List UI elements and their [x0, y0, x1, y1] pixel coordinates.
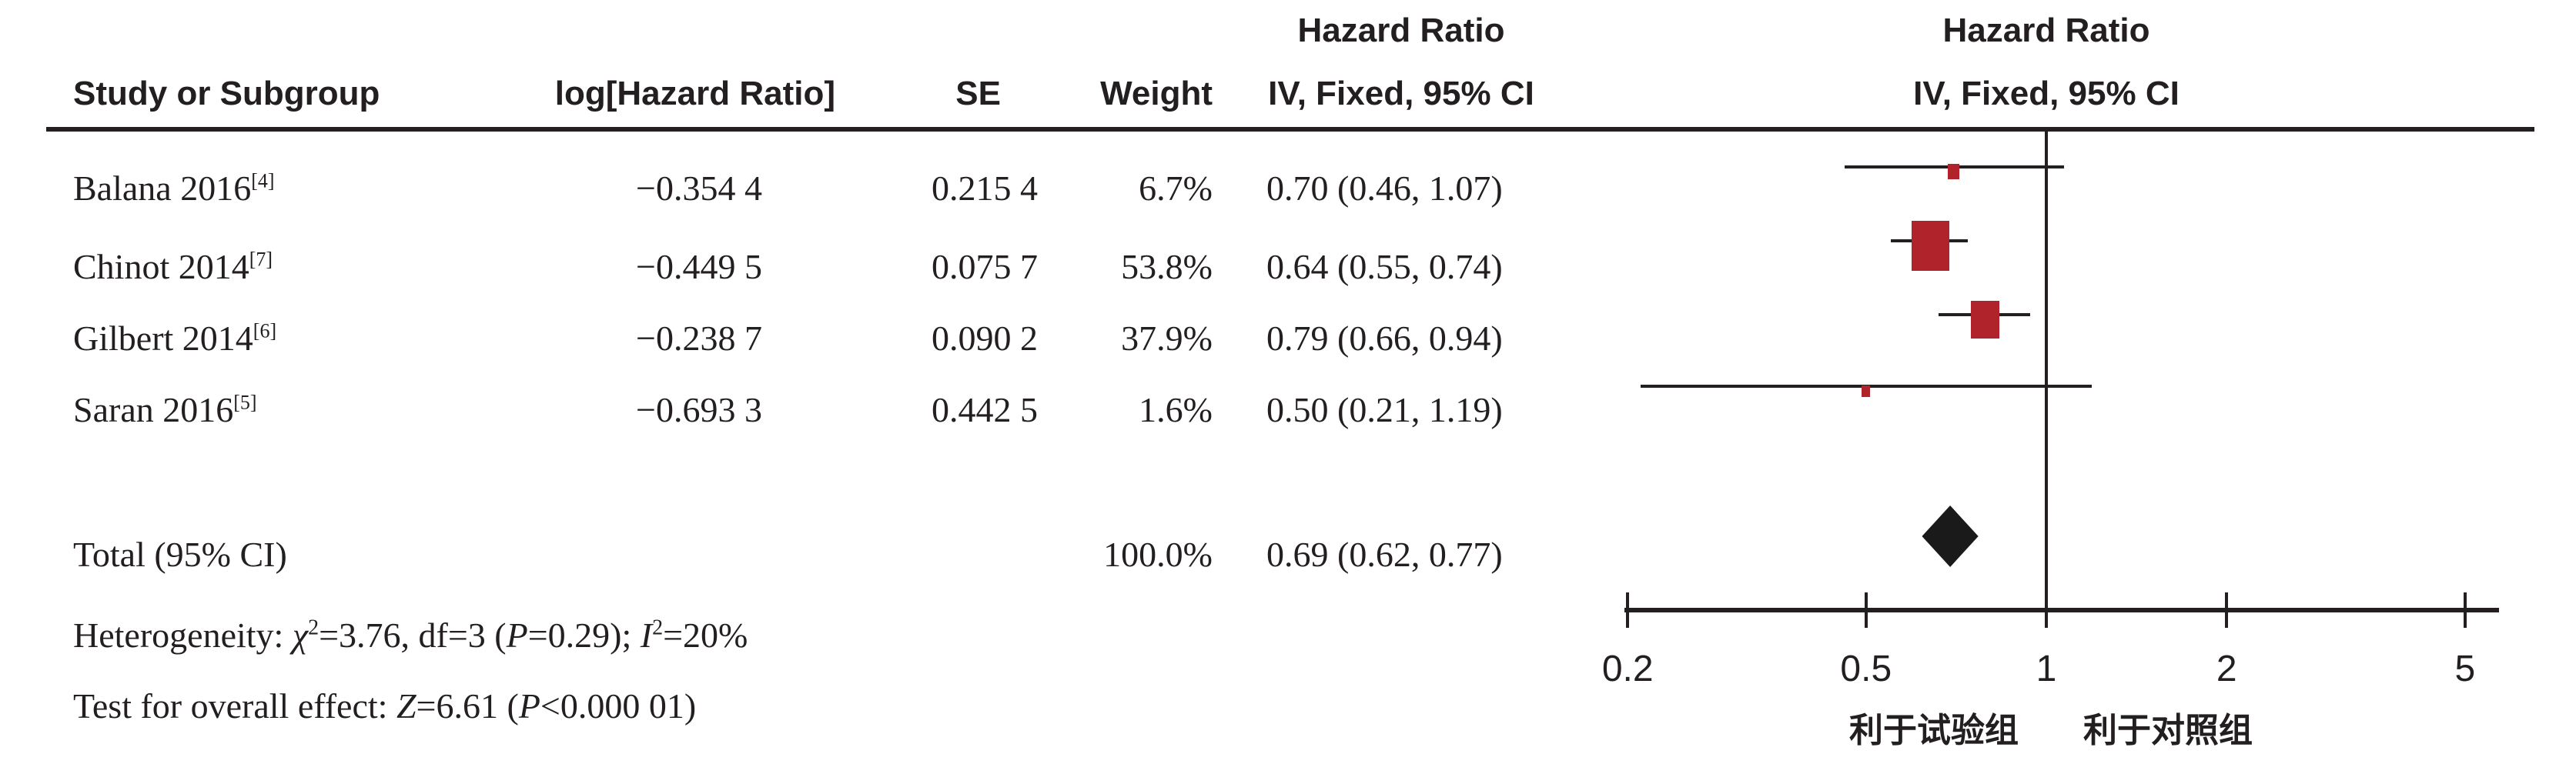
axis-tick	[2463, 592, 2467, 628]
study-ref: [6]	[253, 319, 277, 342]
effect-marker	[1911, 220, 1949, 271]
overall-effect-label: Test for overall effect:	[73, 686, 396, 726]
i-squared-value: =20%	[663, 616, 748, 655]
axis-tick-label: 0.2	[1601, 649, 1654, 689]
total-hr-ci: 0.69 (0.62, 0.77)	[1266, 535, 1503, 574]
axis-tick	[1626, 592, 1630, 628]
study-label: Balana 2016[4]	[73, 165, 275, 212]
log-hr-value: −0.449 5	[636, 247, 762, 286]
i-symbol: I	[640, 616, 653, 655]
log-hr-value: −0.693 3	[636, 390, 762, 429]
plot-header-hr-title: Hazard Ratio	[1942, 12, 2150, 49]
study-label: Chinot 2014[7]	[73, 244, 273, 290]
column-header-weight: Weight	[1100, 75, 1213, 112]
hr-ci-value: 0.64 (0.55, 0.74)	[1266, 247, 1503, 286]
plot-header-hr-method: IV, Fixed, 95% CI	[1913, 75, 2180, 112]
axis-tick-label: 1	[2036, 649, 2057, 689]
null-effect-line	[2045, 132, 2048, 610]
effect-marker	[1862, 385, 1871, 397]
weight-value: 6.7%	[1139, 168, 1213, 208]
study-label: Gilbert 2014[6]	[73, 315, 276, 362]
overall-effect-stats: Test for overall effect: Z=6.61 (P<0.000…	[73, 683, 696, 729]
axis-tick	[2225, 592, 2229, 628]
effect-marker	[1947, 164, 1959, 179]
x-axis-line	[1624, 608, 2499, 612]
study-label: Saran 2016[5]	[73, 387, 257, 433]
axis-tick	[2045, 592, 2048, 628]
heterogeneity-stats: Heterogeneity: χ2=3.76, df=3 (P=0.29); I…	[73, 612, 748, 659]
heterogeneity-p-value: =0.29);	[527, 616, 641, 655]
axis-tick-label: 2	[2216, 649, 2237, 689]
p-symbol: P	[506, 616, 528, 655]
total-label: Total (95% CI)	[73, 535, 287, 574]
hr-ci-value: 0.79 (0.66, 0.94)	[1266, 319, 1503, 358]
column-header-hr-title: Hazard Ratio	[1297, 12, 1505, 49]
heterogeneity-label: Heterogeneity:	[73, 616, 293, 655]
total-weight: 100.0%	[1103, 535, 1213, 574]
weight-value: 1.6%	[1139, 390, 1213, 429]
axis-tick	[1864, 592, 1868, 628]
z-value: =6.61 (	[416, 686, 519, 726]
header-rule	[46, 127, 2534, 132]
column-header-study: Study or Subgroup	[73, 75, 380, 112]
heterogeneity-chi-value: =3.76, df=3 (	[319, 616, 507, 655]
column-header-log-hr: log[Hazard Ratio]	[554, 75, 835, 112]
favors-experimental-label: 利于试验组	[1849, 712, 2019, 749]
hr-ci-value: 0.70 (0.46, 1.07)	[1266, 168, 1503, 208]
log-hr-value: −0.238 7	[636, 319, 762, 358]
axis-tick-label: 5	[2454, 649, 2476, 689]
column-header-hr-method: IV, Fixed, 95% CI	[1268, 75, 1534, 112]
axis-tick-label: 0.5	[1840, 649, 1892, 689]
weight-value: 53.8%	[1121, 247, 1213, 286]
column-header-se: SE	[955, 75, 1001, 112]
se-value: 0.215 4	[932, 168, 1038, 208]
log-hr-value: −0.354 4	[636, 168, 762, 208]
effect-marker	[1970, 300, 1999, 339]
i-superscript: 2	[652, 616, 664, 640]
hr-ci-value: 0.50 (0.21, 1.19)	[1266, 390, 1503, 429]
study-ref: [7]	[249, 248, 273, 271]
weight-value: 37.9%	[1121, 319, 1213, 358]
chi-superscript: 2	[308, 616, 319, 640]
study-name: Balana 2016	[73, 168, 252, 208]
study-ref: [5]	[233, 391, 257, 414]
z-symbol: Z	[396, 686, 417, 726]
study-name: Saran 2016	[73, 390, 234, 429]
summary-diamond	[1922, 505, 1979, 567]
p-value: <0.000 01)	[540, 686, 697, 726]
study-name: Chinot 2014	[73, 247, 249, 286]
se-value: 0.090 2	[932, 319, 1038, 358]
se-value: 0.442 5	[932, 390, 1038, 429]
se-value: 0.075 7	[932, 247, 1038, 286]
study-name: Gilbert 2014	[73, 319, 253, 358]
chi-symbol: χ	[292, 616, 309, 655]
p-symbol: P	[518, 686, 540, 726]
study-ref: [4]	[251, 169, 275, 192]
favors-control-label: 利于对照组	[2083, 712, 2253, 749]
